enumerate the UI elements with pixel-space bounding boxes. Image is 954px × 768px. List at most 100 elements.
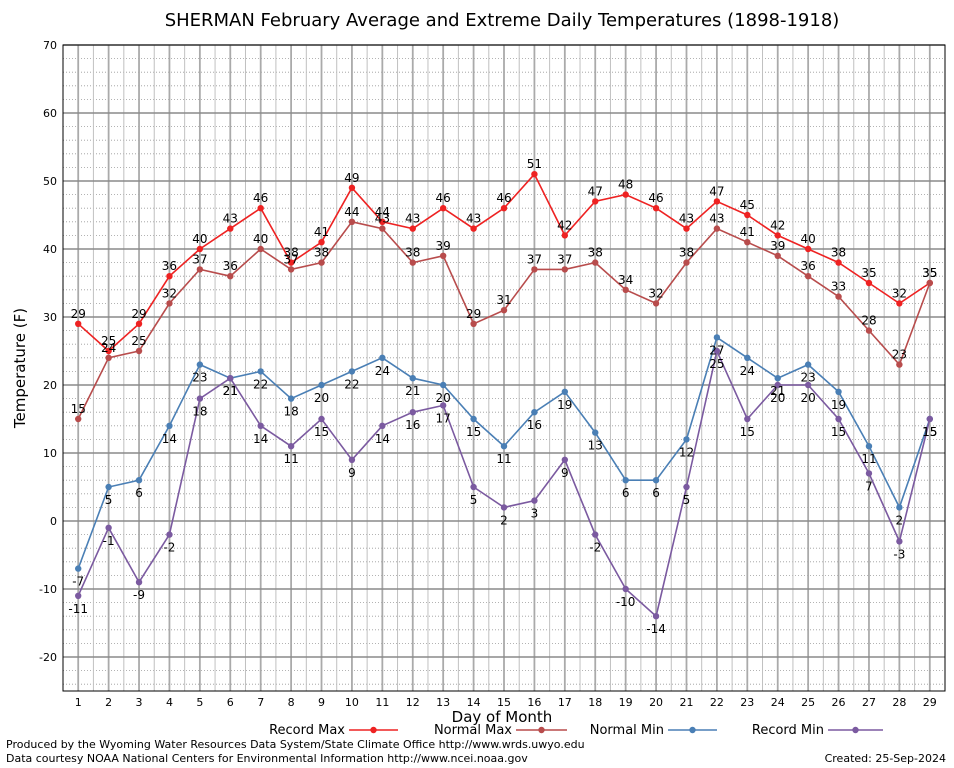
data-label-record-min: 15 [314,425,329,439]
data-label-record-min: 15 [740,425,755,439]
data-point-record-max [227,225,234,232]
data-label-normal-max: 36 [223,259,238,273]
data-label-normal-max: 38 [405,246,420,260]
data-label-record-max: 42 [557,218,572,232]
data-label-record-max: 43 [466,212,481,226]
data-point-normal-max [804,273,812,280]
data-point-normal-min [804,361,812,368]
data-point-normal-min [835,388,842,395]
y-tick-label: 20 [43,379,57,392]
data-label-record-max: 41 [314,225,329,239]
data-point-normal-max [622,286,629,293]
x-tick-label: 15 [497,696,511,709]
legend-label-record-min: Record Min [752,723,824,738]
data-point-normal-max [500,307,508,314]
data-label-normal-min: 23 [192,371,207,385]
y-tick-label: 10 [43,447,57,460]
data-label-record-min: 11 [283,452,298,466]
data-label-normal-max: 31 [496,293,511,307]
data-point-record-max [804,245,812,253]
data-point-record-max [379,218,386,225]
data-label-normal-max: 32 [162,286,177,300]
data-point-normal-max [135,347,143,355]
x-tick-label: 21 [679,696,693,709]
data-point-record-min [592,531,599,538]
data-label-normal-min: 23 [800,371,815,385]
data-point-record-max [287,259,295,266]
data-point-record-min [287,443,295,450]
legend-marker-record-max [370,726,377,734]
data-point-normal-max [531,266,538,273]
data-label-normal-min: 21 [770,384,785,398]
x-tick-label: 26 [832,696,846,709]
data-point-record-min [561,456,569,463]
x-tick-label: 2 [105,696,112,709]
data-point-record-min [896,538,903,545]
data-label-record-max: 29 [71,307,86,321]
data-point-normal-min [379,354,386,361]
data-point-normal-min [135,477,143,484]
data-point-normal-max [926,279,933,287]
data-label-normal-min: 21 [223,384,238,398]
data-label-normal-min: 22 [344,377,359,391]
data-point-normal-max [865,327,873,334]
x-tick-label: 8 [288,696,295,709]
data-label-record-min: 7 [865,479,873,493]
data-label-normal-max: 37 [192,252,207,266]
data-point-normal-max [561,266,569,273]
series-lines [75,171,933,620]
data-label-record-min: 16 [405,418,420,432]
x-tick-label: 13 [436,696,450,709]
data-point-normal-max [409,259,416,266]
x-tick-label: 28 [892,696,906,709]
data-point-record-min [348,456,356,463]
data-label-record-max: 40 [800,232,815,246]
x-tick-label: 5 [196,696,203,709]
x-tick-label: 10 [345,696,359,709]
data-label-normal-min: 2 [896,513,904,527]
data-point-record-max [257,205,264,212]
data-label-normal-min: 13 [588,439,603,453]
data-label-normal-min: 6 [652,486,660,500]
data-label-normal-max: 35 [922,266,937,280]
data-label-normal-min: 14 [162,432,177,446]
data-label-normal-min: 6 [135,486,143,500]
data-label-record-max: 47 [709,184,724,198]
y-tick-label: -10 [39,583,57,596]
data-label-record-min: -2 [163,541,175,555]
data-label-record-min: 9 [561,466,569,480]
data-label-normal-min: 11 [861,452,876,466]
data-label-record-min: 15 [922,425,937,439]
data-label-record-min: -14 [646,622,666,636]
data-point-record-max [318,239,325,246]
x-tick-label: 17 [558,696,572,709]
y-tick-label: 30 [43,311,57,324]
data-label-record-max: 46 [253,191,268,205]
x-tick-label: 16 [527,696,541,709]
data-point-record-min [865,470,873,477]
footer-produced-by: Produced by the Wyoming Water Resources … [6,738,585,751]
data-label-normal-max: 34 [618,273,633,287]
data-label-normal-min: 24 [740,364,755,378]
data-point-normal-min [196,361,204,368]
data-point-normal-max [896,361,903,368]
data-point-record-min [166,531,173,538]
data-point-record-min [500,504,508,511]
data-label-record-min: -9 [133,588,145,602]
data-point-record-min [379,422,386,429]
x-tick-label: 23 [740,696,754,709]
data-point-normal-max [105,354,112,361]
data-point-record-max [135,320,143,327]
data-label-record-min: 25 [709,357,724,371]
chart-title: SHERMAN February Average and Extreme Dai… [165,10,840,31]
data-point-record-max [531,171,538,178]
data-label-normal-max: 28 [861,314,876,328]
data-label-normal-min: 20 [436,391,451,405]
data-point-normal-min [622,477,629,484]
data-label-record-min: -11 [68,602,88,616]
data-label-normal-min: 5 [105,493,113,507]
x-tick-label: 1 [75,696,82,709]
data-point-record-max [166,273,173,280]
x-tick-label: 7 [257,696,264,709]
